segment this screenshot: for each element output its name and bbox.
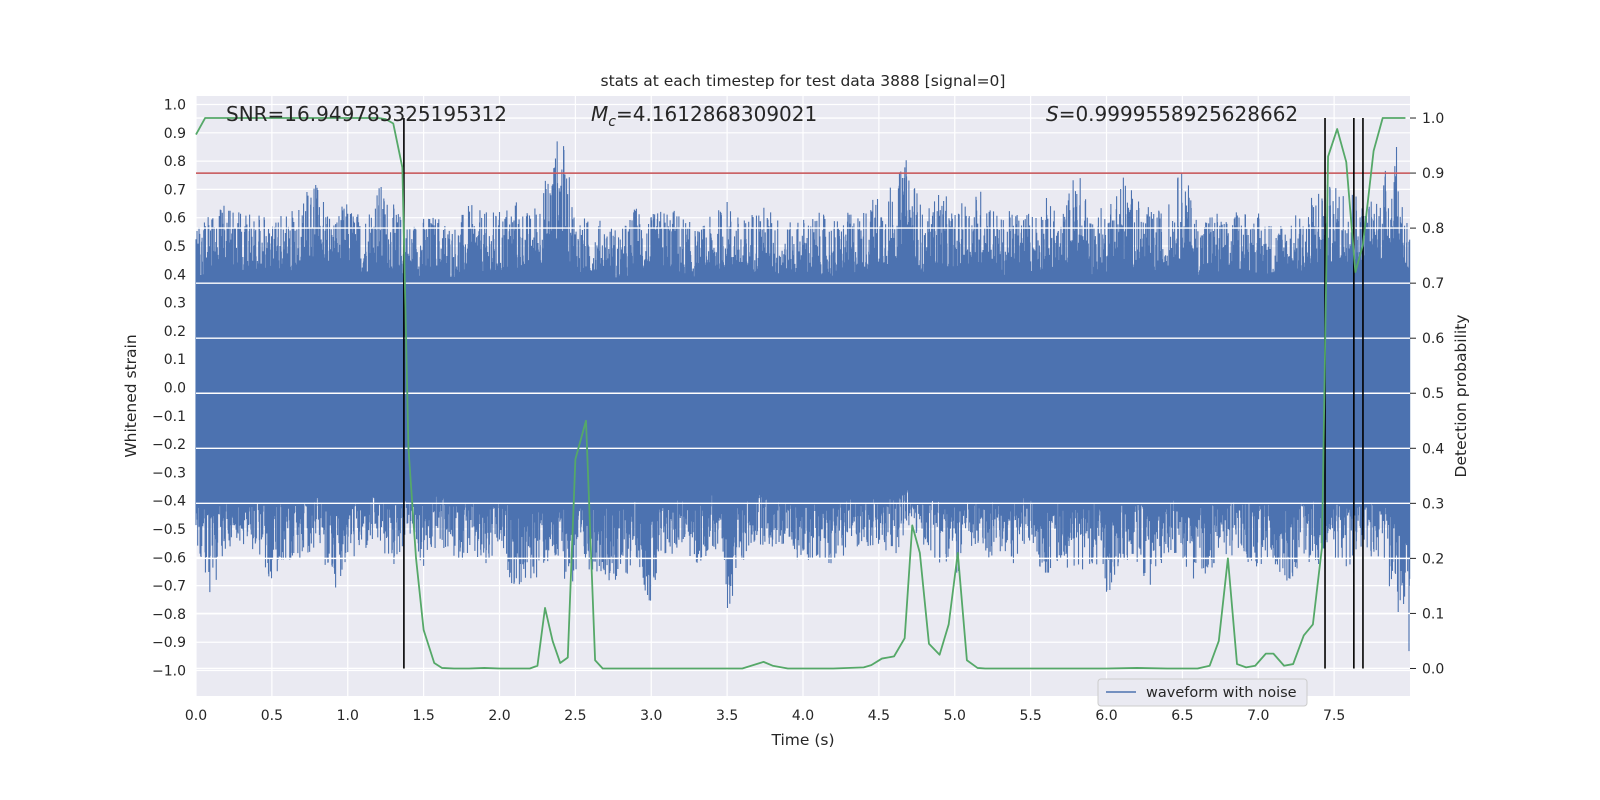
- chirp-mass-symbol: M: [591, 102, 608, 126]
- x-tick-label: 7.0: [1247, 708, 1269, 724]
- y-right-tick-label: 0.5: [1422, 386, 1444, 402]
- x-axis-ticks: 0.0 0.5 1.0 1.5 2.0 2.5 3.0 3.5 4.0 4.5 5.0 5.5 6.0 6…: [185, 708, 1345, 724]
- y-right-tick-label: 0.3: [1422, 496, 1444, 512]
- y-left-axis-label: Whitened strain: [122, 334, 140, 457]
- y-left-axis-ticks: 1.0 0.9 0.8 0.7 0.6 0.5 0.4 0.3 0.2 0.1 0.0 −0.1 −0.…: [152, 97, 186, 679]
- y-left-tick-label: −0.8: [152, 607, 186, 623]
- detection-probability-series: [195, 117, 1406, 670]
- y-right-tick-label: 0.9: [1422, 166, 1444, 182]
- x-tick-label: 3.0: [640, 708, 662, 724]
- y-right-tick-label: 1.0: [1422, 111, 1444, 127]
- legend-label: waveform with noise: [1146, 685, 1297, 701]
- y-left-tick-label: −0.1: [152, 409, 186, 425]
- x-tick-label: 1.0: [337, 708, 359, 724]
- x-tick-label: 3.5: [716, 708, 738, 724]
- y-right-tick-label: 0.1: [1422, 606, 1444, 622]
- x-tick-label: 5.5: [1019, 708, 1041, 724]
- y-right-axis-ticks: 1.0 0.9 0.8 0.7 0.6 0.5 0.4 0.3 0.2 0.1 0.0: [1410, 111, 1444, 677]
- y-left-tick-label: 0.0: [164, 381, 186, 397]
- snr-annotation: SNR=16.949783325195312: [226, 102, 507, 126]
- x-tick-label: 0.5: [261, 708, 283, 724]
- x-tick-label: 2.0: [488, 708, 510, 724]
- chirp-mass-value: =4.1612868309021: [616, 102, 817, 126]
- score-value: =0.9999558925628662: [1059, 102, 1298, 126]
- y-left-tick-label: 1.0: [164, 97, 186, 113]
- score-annotation: S=0.9999558925628662: [1046, 102, 1298, 126]
- x-tick-label: 2.5: [564, 708, 586, 724]
- y-right-tick-label: 0.6: [1422, 331, 1444, 347]
- y-left-tick-label: 0.8: [164, 154, 186, 170]
- y-left-tick-label: −0.7: [152, 579, 186, 595]
- y-left-tick-label: 0.1: [164, 352, 186, 368]
- y-right-tick-label: 0.8: [1422, 221, 1444, 237]
- y-left-tick-label: 0.2: [164, 324, 186, 340]
- chirp-mass-subscript: c: [608, 114, 616, 130]
- y-left-tick-label: 0.7: [164, 182, 186, 198]
- y-left-tick-label: −0.6: [152, 550, 186, 566]
- waveform-with-noise-series: [195, 141, 1411, 652]
- y-left-tick-label: 0.3: [164, 296, 186, 312]
- x-tick-label: 7.5: [1323, 708, 1345, 724]
- y-left-tick-label: −0.9: [152, 635, 186, 651]
- legend: waveform with noise: [1097, 678, 1308, 707]
- y-left-tick-label: 0.4: [164, 267, 186, 283]
- chart-title: stats at each timestep for test data 388…: [601, 72, 1006, 90]
- y-left-tick-label: −0.3: [152, 465, 186, 481]
- y-left-tick-label: −0.4: [152, 494, 186, 510]
- x-axis-label: Time (s): [770, 731, 834, 749]
- x-tick-label: 1.5: [412, 708, 434, 724]
- y-left-tick-label: −1.0: [152, 664, 186, 680]
- x-tick-label: 4.5: [868, 708, 890, 724]
- y-left-tick-label: 0.6: [164, 211, 186, 227]
- y-right-tick-label: 0.7: [1422, 276, 1444, 292]
- x-tick-label: 6.5: [1171, 708, 1193, 724]
- x-tick-label: 0.0: [185, 708, 207, 724]
- waveform-trace: [195, 141, 1411, 652]
- y-left-tick-label: 0.9: [164, 126, 186, 142]
- score-symbol: S: [1046, 102, 1059, 126]
- chirp-mass-annotation: Mc=4.1612868309021: [591, 102, 817, 130]
- y-right-axis-label: Detection probability: [1452, 315, 1470, 478]
- x-tick-label: 4.0: [792, 708, 814, 724]
- y-left-tick-label: −0.2: [152, 437, 186, 453]
- y-right-tick-label: 0.2: [1422, 551, 1444, 567]
- x-tick-label: 6.0: [1095, 708, 1117, 724]
- y-left-tick-label: −0.5: [152, 522, 186, 538]
- y-right-tick-label: 0.0: [1422, 661, 1444, 677]
- detection-probability-line: [195, 117, 1406, 670]
- legend-box: [1097, 678, 1308, 707]
- x-tick-label: 5.0: [944, 708, 966, 724]
- y-right-tick-label: 0.4: [1422, 441, 1444, 457]
- y-left-tick-label: 0.5: [164, 239, 186, 255]
